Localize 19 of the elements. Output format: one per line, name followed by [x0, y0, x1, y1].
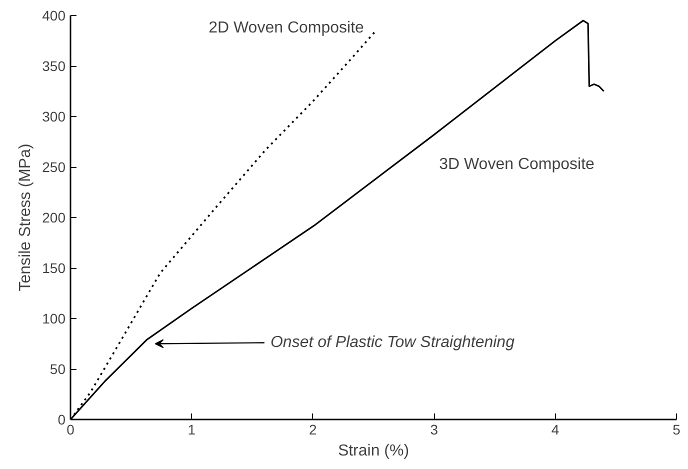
x-axis-title: Strain (%)	[338, 442, 410, 460]
y-tick-label: 100	[42, 310, 66, 326]
y-tick-label: 250	[42, 159, 66, 175]
x-tick-label: 4	[551, 422, 560, 438]
y-tick-label: 50	[50, 361, 66, 377]
y-tick-label: 300	[42, 108, 66, 124]
y-tick-label: 200	[42, 210, 66, 226]
annotation: Onset of Plastic Tow Straightening	[270, 334, 515, 352]
y-tick-label: 150	[42, 260, 66, 276]
y-tick-label: 400	[42, 8, 66, 24]
x-tick-label: 3	[430, 422, 438, 438]
series-label: 2D Woven Composite	[208, 20, 364, 37]
series-label: 3D Woven Composite	[439, 156, 595, 174]
x-tick-label: 1	[188, 422, 196, 438]
y-tick-label: 0	[58, 412, 66, 428]
y-tick-label: 350	[42, 58, 66, 74]
x-tick-label: 5	[672, 422, 681, 438]
x-tick-label: 2	[309, 422, 318, 438]
y-axis-title: Tensile Stress (MPa)	[17, 144, 34, 292]
